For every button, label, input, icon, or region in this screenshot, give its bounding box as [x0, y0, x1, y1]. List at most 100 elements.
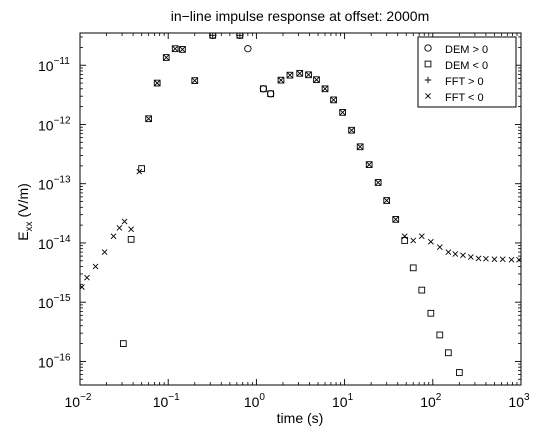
data-point-x: [92, 263, 99, 270]
data-point-square: [229, 25, 235, 31]
data-point-square: [216, 25, 222, 31]
data-point-x: [179, 46, 186, 53]
data-point-square: [162, 54, 170, 61]
data-point-x: [84, 274, 90, 281]
data-point-x: [508, 256, 515, 263]
axis-ticks: [79, 33, 522, 386]
data-point-square: [296, 69, 304, 77]
data-point-square: [305, 71, 312, 79]
data-point-plus: [229, 25, 235, 31]
data-point-x: [339, 109, 346, 116]
data-point-x: [516, 256, 521, 263]
data-point-square: [467, 386, 473, 392]
legend-box: [417, 36, 517, 108]
data-point-square: [127, 236, 135, 243]
y-axis-label-subscript: xx: [24, 221, 35, 231]
data-point-x: [491, 256, 498, 263]
y-axis-label-symbol: E: [15, 231, 31, 240]
data-point-square: [171, 45, 179, 53]
data-point-x: [154, 80, 161, 86]
data-point-x: [101, 249, 108, 256]
data-point-square: [223, 25, 229, 31]
y-tick-label: 10−15: [38, 293, 71, 311]
y-tick-label: 10−16: [38, 352, 71, 370]
data-point-x: [191, 77, 198, 84]
data-point-square: [427, 309, 435, 317]
y-axis-label: Exx (V/m): [15, 183, 35, 241]
data-point-x: [357, 143, 364, 150]
data-point-x: [278, 77, 284, 84]
legend-label: DEM < 0: [445, 60, 488, 72]
data-point-square: [321, 85, 329, 93]
data-point-x: [128, 226, 135, 233]
y-tick-label: 10−14: [38, 234, 71, 252]
data-point-circle: [223, 25, 229, 31]
data-point-x: [322, 85, 328, 92]
data-point-x: [330, 97, 337, 103]
data-point-x: [287, 72, 293, 79]
data-point-square: [444, 349, 452, 357]
legend-entry: FFT > 0: [424, 76, 484, 88]
legend-marker-circle: [424, 44, 432, 52]
data-point-x: [116, 224, 123, 231]
legend-marker-plus: [424, 76, 432, 84]
y-tick-label: 10−11: [38, 56, 70, 74]
data-point-square: [392, 216, 400, 223]
axis-tick-labels: 10−2 10−1 100 101 102 103 10−16 10−15 10−14 10−13…: [38, 56, 530, 410]
data-point-x: [483, 255, 489, 262]
data-point-circle: [244, 45, 252, 53]
data-point-x: [460, 252, 466, 259]
y-axis-label-unit: (V/m): [15, 183, 31, 217]
data-point-square: [365, 161, 373, 168]
data-point-square: [191, 77, 199, 84]
data-point-square: [277, 76, 285, 84]
data-point-square: [436, 331, 444, 339]
x-tick-label: 103: [508, 392, 530, 410]
data-point-square: [153, 79, 161, 87]
y-tick-label: 10−13: [38, 175, 71, 193]
data-point-x: [80, 284, 85, 290]
data-point-square: [348, 126, 355, 134]
data-point-x: [110, 233, 117, 240]
legend-label: DEM > 0: [445, 44, 488, 56]
data-point-square: [356, 143, 364, 151]
data-point-x: [445, 249, 452, 256]
x-tick-label: 10−1: [153, 392, 180, 410]
legend: DEM > 0 DEM < 0 FFT > 0 FFT < 0: [417, 36, 517, 108]
data-point-square: [456, 369, 463, 376]
data-point-x: [296, 70, 303, 77]
data-point-square: [339, 109, 346, 116]
data-point-square: [330, 96, 337, 104]
data-point-plus: [236, 33, 244, 39]
data-point-square: [383, 197, 391, 204]
data-point-x: [418, 233, 425, 240]
data-markers: [80, 25, 521, 392]
legend-marker-x: [425, 93, 431, 99]
data-point-x: [475, 255, 482, 262]
data-point-x: [366, 161, 373, 168]
data-point-circle: [216, 25, 222, 31]
data-point-x: [136, 168, 143, 175]
data-point-square: [179, 46, 186, 53]
x-tick-label: 10−2: [65, 392, 92, 410]
legend-entry: DEM > 0: [424, 44, 488, 56]
data-point-x: [348, 127, 355, 134]
data-point-circle: [229, 25, 235, 31]
data-point-square: [313, 76, 320, 84]
data-point-x: [383, 197, 390, 204]
data-point-x: [305, 71, 312, 78]
data-point-square: [138, 165, 145, 172]
data-point-x: [467, 254, 474, 260]
x-axis-label: time (s): [277, 410, 324, 426]
data-point-square: [286, 71, 294, 79]
data-region: [80, 25, 521, 392]
data-point-square: [374, 179, 382, 186]
data-point-x: [172, 45, 179, 52]
data-point-square: [260, 85, 267, 93]
legend-entry: DEM < 0: [424, 60, 488, 72]
chart-title: in−line impulse response at offset: 2000…: [171, 8, 430, 24]
legend-entry: FFT < 0: [425, 92, 484, 104]
x-tick-label: 100: [244, 392, 266, 410]
x-tick-label: 102: [420, 392, 442, 410]
